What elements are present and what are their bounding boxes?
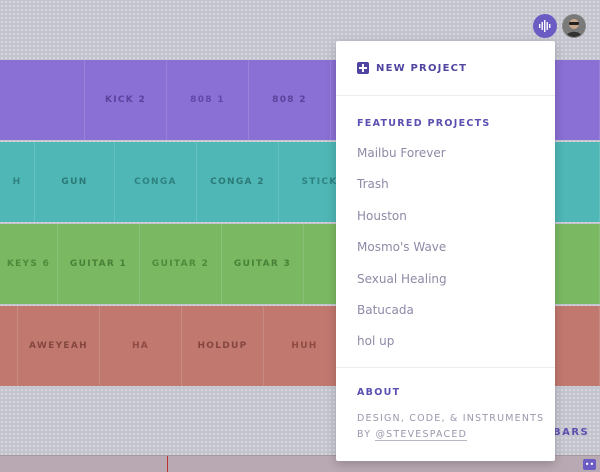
author-link[interactable]: @STEVESPACED xyxy=(375,429,468,441)
timeline-toggle-button[interactable]: •• xyxy=(583,459,596,470)
featured-project-link[interactable]: Houston xyxy=(357,208,407,223)
pad[interactable]: HA xyxy=(100,306,182,386)
about-heading: ABOUT xyxy=(357,387,401,398)
pad[interactable]: 808 2 xyxy=(249,60,331,140)
featured-project-link[interactable]: Mosmo's Wave xyxy=(357,240,447,255)
menu-divider xyxy=(336,367,555,368)
pad[interactable]: GUITAR 1 xyxy=(58,224,140,304)
featured-projects-heading: FEATURED PROJECTS xyxy=(357,118,491,129)
about-line-1: DESIGN, CODE, & INSTRUMENTS xyxy=(357,413,545,424)
about-text: DESIGN, CODE, & INSTRUMENTS BY @STEVESPA… xyxy=(357,411,544,443)
pad[interactable]: GUITAR 3 xyxy=(222,224,304,304)
new-project-label: NEW PROJECT xyxy=(376,62,468,74)
featured-project-link[interactable]: Mailbu Forever xyxy=(357,146,446,160)
featured-project-link[interactable]: Sexual Healing xyxy=(357,271,447,286)
user-avatar-icon xyxy=(563,15,585,37)
sound-wave-icon xyxy=(539,20,551,32)
pad[interactable]: GUITAR 2 xyxy=(140,224,222,304)
app-logo-button[interactable] xyxy=(533,14,557,38)
pad[interactable]: KEYS 6 xyxy=(0,224,58,304)
about-by: BY xyxy=(357,429,372,440)
bars-label[interactable]: BARS xyxy=(553,427,590,438)
pad[interactable]: HOLDUP xyxy=(182,306,264,386)
pad[interactable]: GUN xyxy=(35,142,115,222)
featured-project-link[interactable]: hol up xyxy=(357,334,395,349)
featured-project-link[interactable]: Batucada xyxy=(357,302,414,317)
pad[interactable]: KICK 2 xyxy=(85,60,167,140)
about-line-2: BY @STEVESPACED xyxy=(357,427,544,443)
pad[interactable]: H xyxy=(0,142,35,222)
pad[interactable]: CONGA xyxy=(115,142,197,222)
menu-divider xyxy=(336,95,555,96)
featured-project-link[interactable]: Trash xyxy=(357,177,389,192)
plus-icon xyxy=(357,62,369,74)
pad[interactable] xyxy=(0,60,85,140)
dots-icon: •• xyxy=(584,460,595,469)
new-project-button[interactable]: NEW PROJECT xyxy=(357,62,467,74)
featured-projects-list: Mailbu Forever Trash Houston Mosmo's Wave Se… xyxy=(357,141,447,361)
pad[interactable]: CONGA 2 xyxy=(197,142,279,222)
pad[interactable]: AWEYEAH xyxy=(18,306,100,386)
project-menu: NEW PROJECT FEATURED PROJECTS Mailbu For… xyxy=(336,41,555,461)
user-avatar-button[interactable] xyxy=(562,14,586,38)
pad[interactable]: 808 1 xyxy=(167,60,249,140)
playhead[interactable] xyxy=(167,456,168,472)
pad[interactable] xyxy=(0,306,18,386)
pad[interactable]: HUH xyxy=(264,306,346,386)
